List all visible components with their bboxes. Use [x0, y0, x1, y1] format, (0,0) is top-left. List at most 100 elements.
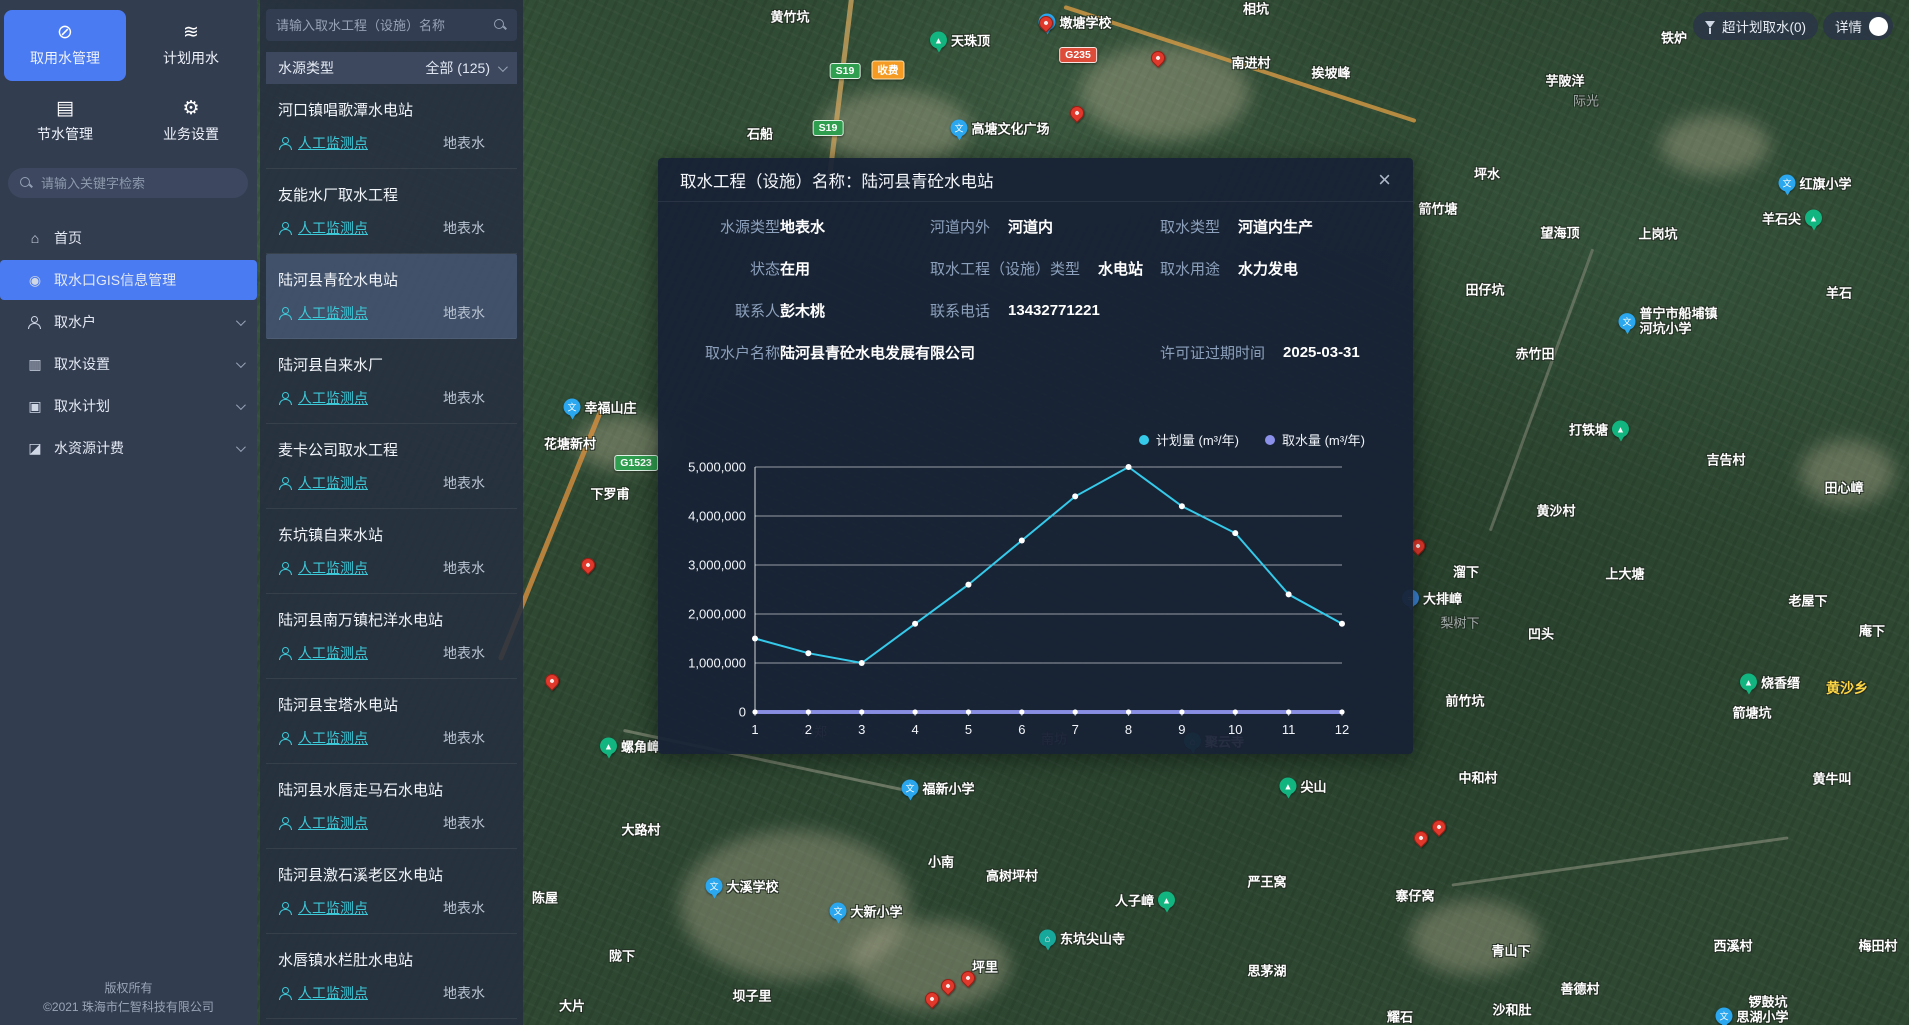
person-icon — [278, 561, 292, 575]
map-urban-patch — [1660, 115, 1770, 175]
legend-label: 计划量 (m³/年) — [1155, 433, 1239, 448]
filter-value: 全部 (125) — [425, 60, 490, 76]
person-icon — [278, 646, 292, 660]
map-label-人子嶂: 人子嶂 ▲ — [1115, 891, 1176, 913]
copyright-line2: ©2021 珠海市仁智科技有限公司 — [43, 999, 214, 1014]
station-meta-row: 人工监测点 地表水 — [278, 473, 507, 493]
map-label-梅田村: 梅田村 — [1858, 936, 1897, 955]
monitor-type-link[interactable]: 人工监测点 — [298, 645, 368, 661]
map-label-text: 天珠顶 — [950, 33, 991, 49]
legend-label: 取水量 (m³/年) — [1281, 433, 1365, 448]
filter-dropdown[interactable]: 全部 (125) — [425, 58, 508, 78]
sidebar-item-取水计划[interactable]: ▣ 取水计划 — [0, 386, 257, 426]
modal-fields: 水源类型 地表水 河道内外 河道内 取水类型 河道内生产 状态 在用 取水工程（设施）类型 水电站… — [658, 216, 1413, 384]
sidebar-search-input[interactable] — [41, 175, 221, 191]
person-icon — [278, 476, 292, 490]
map-label-陈屋: 陈屋 — [532, 888, 558, 907]
station-name: 友能水厂取水工程 — [278, 187, 399, 204]
sidebar-item-取水设置[interactable]: ▥ 取水设置 — [0, 344, 257, 384]
station-name: 陆河县自来水厂 — [278, 357, 384, 374]
station-list-item[interactable]: 友能水厂取水工程 人工监测点 地表水 — [266, 169, 517, 254]
map-label-挨坡峰: 挨坡峰 — [1311, 63, 1350, 82]
station-list-item[interactable]: 陆河县青砼水电站 人工监测点 地表水 — [266, 254, 517, 339]
station-list-item[interactable]: 陆河县自来水厂 人工监测点 地表水 — [266, 339, 517, 424]
map-label-text: 前竹坑 — [1445, 693, 1485, 709]
map-label-螺角嶂: ▲ 螺角嶂 — [599, 737, 660, 759]
person-icon — [278, 731, 292, 745]
over-plan-intake-button[interactable]: 超计划取水(0) — [1693, 12, 1818, 40]
svg-text:10: 10 — [1228, 722, 1242, 737]
svg-text:8: 8 — [1125, 722, 1132, 737]
detail-toggle[interactable]: 详情 — [1823, 12, 1893, 40]
sidebar-item-首页[interactable]: ⌂ 首页 — [0, 218, 257, 258]
source-type-filter-bar: 水源类型 全部 (125) — [266, 52, 517, 84]
station-list-item[interactable]: 麦卡公司取水工程 人工监测点 地表水 — [266, 424, 517, 509]
monitor-type-link[interactable]: 人工监测点 — [298, 475, 368, 491]
map-label-福新小学: 文福新小学 — [901, 779, 975, 801]
monitor-type-link[interactable]: 人工监测点 — [298, 560, 368, 576]
field-value: 地表水 — [780, 219, 826, 236]
station-search-input[interactable] — [276, 17, 494, 33]
monitor-type-link[interactable]: 人工监测点 — [298, 815, 368, 831]
school-pin-icon: 文 — [901, 779, 919, 801]
home-icon: ⌂ — [30, 230, 40, 246]
monitor-type-link[interactable]: 人工监测点 — [298, 985, 368, 1001]
field-水源类型: 水源类型 地表水 — [658, 216, 825, 237]
map-label-text: 烧香缙 — [1760, 675, 1801, 691]
map-label-text: 黄沙乡 — [1826, 680, 1868, 696]
module-业务设置[interactable]: ⚙ 业务设置 — [130, 86, 252, 157]
map-label-望海顶: 望海顶 — [1540, 223, 1579, 242]
mountain-pin-icon: ▲ — [929, 31, 947, 53]
field-label: 状态 — [749, 261, 780, 278]
station-list-item[interactable]: 陆河县激石溪老区水电站 人工监测点 地表水 — [266, 849, 517, 934]
svg-text:6: 6 — [1018, 722, 1025, 737]
map-label-烧香缙: ▲ 烧香缙 — [1739, 673, 1801, 695]
module-grid: ⊘ 取用水管理 ≋ 计划用水 ▤ 节水管理 ⚙ 业务设置 — [0, 0, 257, 155]
toggle-knob[interactable] — [1869, 16, 1888, 36]
map-label-箭塘坑: 箭塘坑 — [1732, 703, 1771, 722]
map-label-坪里: 坪里 — [972, 957, 998, 976]
monitor-type-link[interactable]: 人工监测点 — [298, 900, 368, 916]
monitor-type-link[interactable]: 人工监测点 — [298, 135, 368, 151]
sidebar-item-取水口GIS信息管理[interactable]: ◉ 取水口GIS信息管理 — [0, 260, 257, 300]
temple-pin-icon: ⌂ — [1038, 929, 1056, 951]
field-取水用途: 取水用途 水力发电 — [1160, 258, 1298, 279]
sidebar-search-box[interactable] — [8, 168, 248, 198]
sidebar-item-取水户[interactable]: 取水户 — [0, 302, 257, 342]
map-label-吉告村: 吉告村 — [1706, 450, 1745, 469]
map-label-text: 寨仔窝 — [1395, 888, 1435, 904]
monitor-type-link[interactable]: 人工监测点 — [298, 730, 368, 746]
station-list-item[interactable]: 东坑镇自来水站 人工监测点 地表水 — [266, 509, 517, 594]
database-icon: ▥ — [28, 355, 42, 372]
module-取用水管理[interactable]: ⊘ 取用水管理 — [4, 10, 126, 81]
svg-text:11: 11 — [1282, 722, 1296, 737]
svg-text:4,000,000: 4,000,000 — [688, 509, 746, 524]
close-icon[interactable]: × — [1378, 166, 1391, 192]
map-label-text: 高塘文化广场 — [971, 121, 1050, 137]
mountain-pin-icon: ▲ — [1158, 891, 1176, 913]
field-label: 河道内外 — [930, 219, 991, 236]
map-label-text: 小南 — [927, 854, 955, 870]
module-计划用水[interactable]: ≋ 计划用水 — [130, 10, 252, 81]
station-meta-row: 人工监测点 地表水 — [278, 983, 507, 1003]
modal-header: 取水工程（设施）名称：陆河县青砼水电站 × — [658, 158, 1413, 202]
chevron-down-icon — [235, 315, 246, 326]
mountain-pin-icon: ▲ — [1739, 673, 1757, 695]
station-list-item[interactable]: 陆河县南万镇杞洋水电站 人工监测点 地表水 — [266, 594, 517, 679]
module-节水管理[interactable]: ▤ 节水管理 — [4, 86, 126, 157]
station-search-box[interactable] — [266, 9, 517, 41]
map-label-耀石: 耀石 — [1387, 1007, 1413, 1025]
monitor-type-link[interactable]: 人工监测点 — [298, 390, 368, 406]
map-label-text: 田仔坑 — [1465, 282, 1505, 298]
monitor-type-link[interactable]: 人工监测点 — [298, 220, 368, 236]
monitor-type-link[interactable]: 人工监测点 — [298, 305, 368, 321]
line-chart: 0 1,000,000 2,000,000 3,000,000 4,000,000 5,0… — [658, 453, 1413, 753]
station-list-item[interactable]: 陆河县水唇走马石水电站 人工监测点 地表水 — [266, 764, 517, 849]
station-list-item[interactable]: 河口镇唱歌潭水电站 人工监测点 地表水 — [266, 84, 517, 169]
station-list-item[interactable]: 陆河县宝塔水电站 人工监测点 地表水 — [266, 679, 517, 764]
station-list-item[interactable]: 水唇镇水栏肚水电站 人工监测点 地表水 — [266, 934, 517, 1019]
map-label-text: 东坑尖山寺 — [1059, 931, 1126, 947]
sidebar-item-水资源计费[interactable]: ◪ 水资源计费 — [0, 428, 257, 468]
field-取水户名称: 取水户名称 陆河县青砼水电发展有限公司 — [658, 342, 975, 363]
map-label-思湖小学: 文思湖小学 — [1715, 1007, 1789, 1025]
